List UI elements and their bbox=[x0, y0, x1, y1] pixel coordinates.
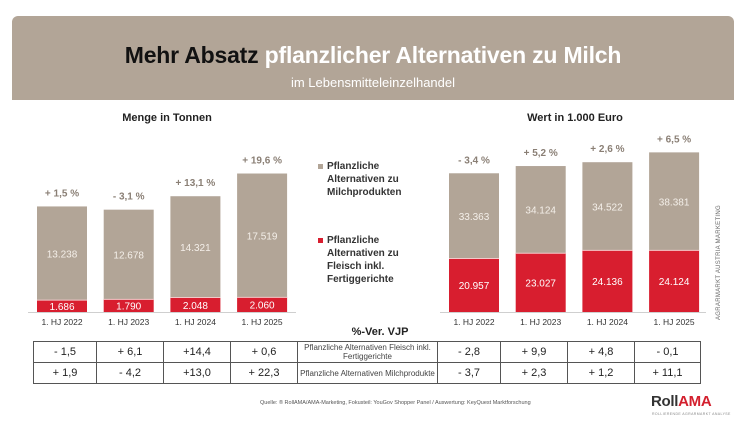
stacked-bar-charts: 13.238 1.686 + 1,5 % 1. HJ 2022 12.678 1.790 -… bbox=[28, 134, 706, 327]
table-cell: + 9,9 bbox=[500, 341, 568, 363]
chart-title-wert: Wert in 1.000 Euro bbox=[527, 112, 623, 124]
data-label-milk: 12.678 bbox=[113, 251, 144, 262]
side-credit-text: AGRARMARKT AUSTRIA MARKETING bbox=[716, 205, 722, 320]
data-label-meat: 23.027 bbox=[525, 279, 556, 290]
growth-label: + 19,6 % bbox=[242, 156, 282, 167]
data-label-milk: 17.519 bbox=[247, 231, 278, 242]
data-label-milk: 38.381 bbox=[659, 197, 690, 208]
logo-tagline: ROLLIERENDE AGRARMARKT ANALYSE bbox=[652, 412, 731, 416]
row-label: Pflanzliche Alternativen Fleisch inkl. F… bbox=[297, 341, 438, 363]
legend-item-milk: Pflanzliche Alternativen zu Milchprodukt… bbox=[318, 160, 418, 199]
category-tick-label: 1. HJ 2022 bbox=[41, 317, 82, 327]
growth-label: + 5,2 % bbox=[524, 148, 558, 159]
table-cell: - 3,7 bbox=[437, 362, 501, 384]
vjp-title: %-Ver. VJP bbox=[351, 326, 409, 338]
table-cell: + 22,3 bbox=[230, 362, 298, 384]
data-label-meat: 2.060 bbox=[250, 301, 275, 312]
table-cell: + 11,1 bbox=[634, 362, 701, 384]
growth-label: - 3,1 % bbox=[113, 192, 145, 203]
table-cell: - 1,5 bbox=[33, 341, 97, 363]
table-cell: +13,0 bbox=[163, 362, 231, 384]
bar-segment-meat bbox=[649, 250, 700, 312]
growth-label: + 1,5 % bbox=[45, 188, 79, 199]
category-tick-label: 1. HJ 2025 bbox=[242, 317, 283, 327]
data-label-meat: 1.790 bbox=[116, 302, 141, 313]
category-tick-label: 1. HJ 2023 bbox=[108, 317, 149, 327]
bar-segment-milk bbox=[649, 152, 700, 251]
bar-segment-meat bbox=[37, 300, 87, 312]
logo-part-ama: AMA bbox=[678, 393, 712, 410]
growth-label: + 6,5 % bbox=[657, 134, 691, 145]
legend-label-meat: Pflanzliche Alternativen zu Fleisch inkl… bbox=[327, 235, 399, 285]
table-cell: + 0,6 bbox=[230, 341, 298, 363]
logo-part-roll: Roll bbox=[651, 393, 679, 410]
table-row: + 1,9 - 4,2 +13,0 + 22,3 Pflanzliche Alt… bbox=[33, 362, 701, 384]
data-label-meat: 1.686 bbox=[49, 302, 74, 313]
table-cell: + 1,2 bbox=[567, 362, 635, 384]
category-tick-label: 1. HJ 2022 bbox=[453, 317, 494, 327]
category-tick-label: 1. HJ 2024 bbox=[587, 317, 628, 327]
growth-label: + 2,6 % bbox=[590, 144, 624, 155]
row-label: Pflanzliche Alternativen Milchprodukte bbox=[297, 362, 438, 384]
title-light-part: pflanzlicher Alternativen zu Milch bbox=[264, 42, 622, 68]
bar-segment-meat bbox=[449, 258, 499, 312]
rollama-logo: RollAMA bbox=[651, 393, 712, 410]
bar-segment-milk bbox=[37, 206, 87, 301]
table-cell: - 2,8 bbox=[437, 341, 501, 363]
bar-segment-milk bbox=[582, 162, 633, 251]
data-label-milk: 34.124 bbox=[525, 206, 556, 217]
bar-segment-meat bbox=[237, 297, 288, 312]
table-cell: - 0,1 bbox=[634, 341, 701, 363]
growth-label: - 3,4 % bbox=[458, 155, 490, 166]
source-note: Quelle: ® RollAMA/AMA-Marketing, Fokuste… bbox=[260, 400, 531, 406]
bar-segment-meat bbox=[582, 250, 633, 312]
category-tick-label: 1. HJ 2024 bbox=[175, 317, 216, 327]
table-cell: + 4,8 bbox=[567, 341, 635, 363]
bar-segment-meat bbox=[515, 253, 566, 312]
category-tick-label: 1. HJ 2023 bbox=[520, 317, 561, 327]
page-subtitle: im Lebensmitteleinzelhandel bbox=[290, 75, 456, 90]
data-label-milk: 14.321 bbox=[180, 243, 211, 254]
table-cell: + 6,1 bbox=[96, 341, 164, 363]
bar-segment-milk bbox=[237, 173, 288, 298]
data-label-meat: 24.136 bbox=[592, 277, 623, 288]
bar-segment-milk bbox=[170, 196, 221, 298]
category-tick-label: 1. HJ 2025 bbox=[654, 317, 695, 327]
table-cell: +14,4 bbox=[163, 341, 231, 363]
data-label-meat: 2.048 bbox=[183, 301, 208, 312]
data-label-milk: 34.522 bbox=[592, 202, 623, 213]
bar-segment-meat bbox=[103, 299, 154, 312]
table-cell: + 1,9 bbox=[33, 362, 97, 384]
table-row: - 1,5 + 6,1 +14,4 + 0,6 Pflanzliche Alte… bbox=[33, 341, 701, 363]
data-label-meat: 20.957 bbox=[459, 281, 490, 292]
data-label-meat: 24.124 bbox=[659, 277, 690, 288]
legend-swatch-milk bbox=[318, 164, 323, 169]
legend-swatch-meat bbox=[318, 238, 323, 243]
bar-segment-milk bbox=[449, 173, 499, 259]
growth-label: + 13,1 % bbox=[176, 178, 216, 189]
vjp-table: - 1,5 + 6,1 +14,4 + 0,6 Pflanzliche Alte… bbox=[33, 341, 701, 384]
table-cell: - 4,2 bbox=[96, 362, 164, 384]
bar-segment-milk bbox=[515, 166, 566, 254]
header-banner: Mehr Absatz pflanzlicher Alternativen zu… bbox=[12, 16, 734, 100]
table-cell: + 2,3 bbox=[500, 362, 568, 384]
bar-segment-milk bbox=[103, 209, 154, 300]
legend-label-milk: Pflanzliche Alternativen zu Milchprodukt… bbox=[327, 161, 402, 198]
page-title: Mehr Absatz pflanzlicher Alternativen zu… bbox=[12, 42, 734, 69]
legend-item-meat: Pflanzliche Alternativen zu Fleisch inkl… bbox=[318, 234, 418, 286]
data-label-milk: 33.363 bbox=[459, 212, 490, 223]
chart-title-menge: Menge in Tonnen bbox=[122, 112, 212, 124]
bar-segment-meat bbox=[170, 297, 221, 312]
data-label-milk: 13.238 bbox=[47, 249, 78, 260]
title-dark-part: Mehr Absatz bbox=[124, 42, 259, 68]
